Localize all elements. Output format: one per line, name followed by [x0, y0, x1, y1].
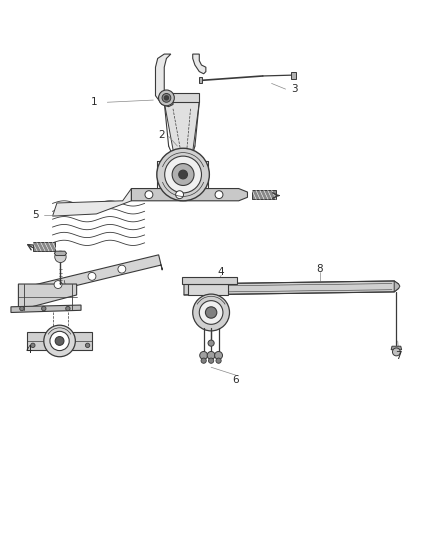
Text: 1: 1	[91, 97, 98, 107]
Text: 3: 3	[291, 84, 298, 94]
Circle shape	[201, 358, 206, 364]
Text: 2: 2	[159, 130, 166, 140]
Polygon shape	[164, 93, 199, 102]
Text: 6: 6	[232, 375, 239, 385]
Circle shape	[179, 170, 187, 179]
Circle shape	[205, 307, 217, 318]
Circle shape	[54, 281, 62, 288]
Text: 5: 5	[32, 210, 39, 220]
Circle shape	[159, 90, 174, 106]
Circle shape	[176, 191, 184, 199]
Circle shape	[55, 336, 64, 345]
Polygon shape	[188, 284, 228, 295]
Circle shape	[165, 156, 201, 193]
Polygon shape	[252, 190, 276, 199]
Circle shape	[392, 348, 400, 356]
Circle shape	[44, 325, 75, 357]
Polygon shape	[53, 189, 131, 216]
Polygon shape	[23, 255, 162, 298]
Circle shape	[172, 164, 194, 185]
Circle shape	[118, 265, 126, 273]
Polygon shape	[54, 251, 67, 255]
Polygon shape	[182, 278, 237, 284]
Circle shape	[42, 306, 46, 311]
Circle shape	[216, 358, 221, 364]
Polygon shape	[394, 281, 400, 292]
Circle shape	[66, 306, 70, 311]
Circle shape	[85, 343, 90, 348]
Circle shape	[207, 351, 215, 359]
Circle shape	[200, 351, 208, 359]
Circle shape	[215, 351, 223, 359]
Circle shape	[20, 306, 24, 311]
Circle shape	[215, 191, 223, 199]
Circle shape	[88, 272, 96, 280]
Circle shape	[162, 93, 171, 102]
Circle shape	[208, 340, 214, 346]
Text: 7: 7	[395, 351, 402, 361]
Text: 4: 4	[25, 345, 32, 355]
Circle shape	[145, 191, 153, 199]
Polygon shape	[193, 54, 206, 74]
Polygon shape	[155, 54, 173, 107]
Polygon shape	[184, 281, 399, 295]
Circle shape	[208, 358, 214, 364]
Polygon shape	[199, 77, 202, 83]
Polygon shape	[11, 305, 81, 312]
Text: 4: 4	[218, 266, 225, 277]
Circle shape	[164, 96, 169, 100]
Circle shape	[55, 251, 66, 263]
Polygon shape	[131, 189, 247, 201]
Circle shape	[193, 294, 230, 331]
Circle shape	[199, 301, 223, 324]
Text: 8: 8	[316, 264, 323, 273]
Polygon shape	[164, 102, 199, 161]
Polygon shape	[27, 332, 92, 350]
Polygon shape	[291, 71, 296, 79]
Polygon shape	[33, 243, 55, 251]
Circle shape	[31, 343, 35, 348]
Polygon shape	[391, 346, 402, 350]
Circle shape	[50, 332, 69, 351]
Polygon shape	[18, 284, 77, 310]
Circle shape	[157, 148, 209, 201]
